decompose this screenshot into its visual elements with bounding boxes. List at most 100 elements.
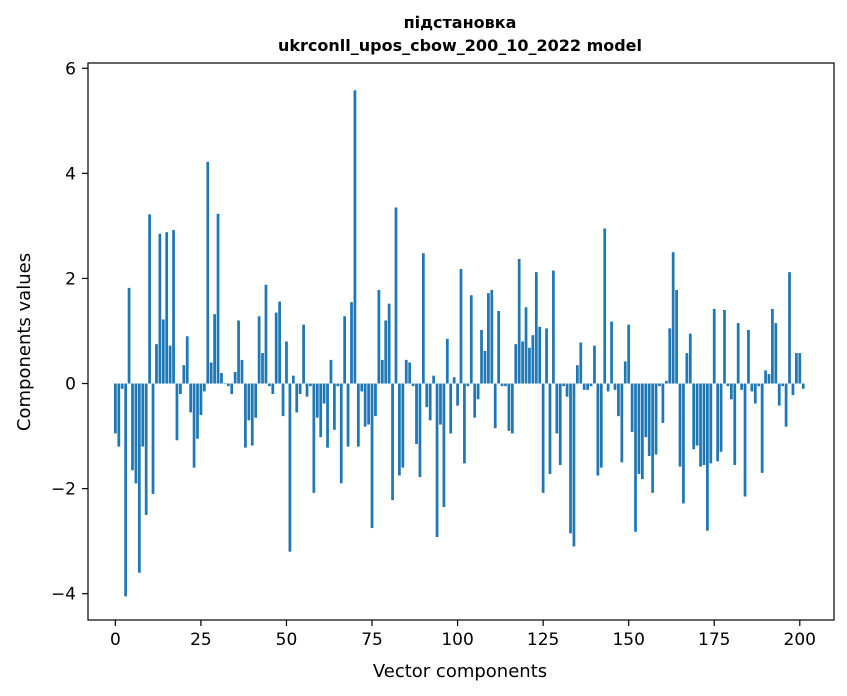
- bar-136: [579, 342, 583, 384]
- bar-46: [271, 383, 275, 395]
- bar-19: [179, 383, 182, 395]
- bar-159: [658, 383, 661, 387]
- bar-157: [651, 383, 654, 493]
- bar-89: [418, 383, 422, 478]
- bar-53: [295, 383, 299, 413]
- bar-45: [268, 383, 271, 387]
- bar-16: [168, 345, 172, 384]
- bar-62: [326, 383, 329, 448]
- bar-196: [784, 383, 788, 427]
- chart-title: підстановка: [404, 13, 517, 32]
- bar-1: [117, 383, 121, 447]
- bar-178: [723, 309, 726, 384]
- x-tick-label: 175: [698, 630, 730, 650]
- bar-149: [623, 361, 627, 384]
- bar-185: [747, 329, 750, 384]
- bar-182: [736, 323, 740, 384]
- bar-72: [360, 383, 364, 392]
- bar-28: [209, 362, 213, 384]
- bar-14: [161, 319, 165, 384]
- bar-129: [555, 383, 559, 434]
- bar-40: [250, 383, 254, 446]
- bar-39: [247, 383, 251, 421]
- bar-3: [124, 383, 128, 597]
- bar-148: [620, 383, 624, 463]
- bar-163: [671, 252, 675, 384]
- bar-21: [185, 336, 189, 384]
- bar-99: [452, 377, 456, 384]
- bar-168: [688, 333, 692, 384]
- bar-176: [716, 383, 720, 462]
- bar-125: [541, 383, 545, 493]
- bar-162: [668, 328, 672, 384]
- bar-140: [593, 345, 596, 384]
- x-tick-label: 100: [441, 630, 473, 650]
- bar-55: [302, 324, 305, 384]
- bar-145: [610, 321, 613, 384]
- bar-83: [398, 383, 401, 476]
- x-tick-label: 25: [190, 630, 212, 650]
- bar-31: [220, 373, 223, 384]
- bar-63: [329, 359, 333, 384]
- bars-group: [114, 90, 805, 597]
- bar-92: [428, 383, 432, 421]
- bar-8: [141, 383, 145, 447]
- bar-5: [131, 383, 134, 471]
- bar-197: [788, 272, 791, 384]
- y-axis-label: Components values: [14, 253, 35, 431]
- bar-97: [445, 338, 449, 384]
- bar-11: [151, 383, 155, 494]
- bar-9: [144, 383, 148, 515]
- bar-75: [370, 383, 374, 529]
- bar-101: [459, 268, 463, 384]
- bar-165: [678, 383, 682, 467]
- bar-167: [685, 353, 689, 384]
- bar-135: [575, 365, 579, 384]
- bar-81: [391, 383, 394, 501]
- bar-131: [562, 383, 566, 387]
- x-axis: 0 25 50 75 100 125 150 175 200: [110, 620, 816, 650]
- bar-64: [333, 383, 336, 430]
- bar-52: [291, 375, 295, 384]
- bar-18: [175, 383, 179, 441]
- bar-27: [206, 161, 210, 384]
- bar-188: [757, 383, 761, 387]
- bar-118: [517, 259, 521, 384]
- bar-115: [507, 383, 511, 431]
- bar-179: [726, 383, 730, 387]
- bar-143: [603, 228, 607, 384]
- bar-171: [699, 383, 702, 467]
- bar-169: [692, 383, 696, 450]
- bar-20: [182, 365, 186, 384]
- bar-161: [664, 380, 668, 384]
- y-tick-label: 6: [65, 59, 76, 79]
- bar-12: [155, 344, 158, 384]
- bar-70: [353, 90, 357, 384]
- bar-33: [226, 383, 230, 387]
- bar-15: [165, 232, 169, 384]
- bar-114: [504, 383, 507, 387]
- bar-174: [709, 383, 713, 464]
- bar-113: [500, 383, 504, 387]
- bar-56: [305, 383, 309, 397]
- bar-0: [114, 383, 117, 434]
- bar-191: [767, 374, 771, 384]
- bar-66: [339, 383, 343, 484]
- bar-144: [606, 383, 610, 392]
- bar-150: [627, 324, 631, 384]
- bar-127: [548, 383, 552, 474]
- bar-86: [408, 362, 412, 384]
- bar-88: [415, 383, 418, 444]
- bar-61: [322, 383, 326, 404]
- bar-67: [343, 316, 347, 384]
- bar-106: [476, 383, 480, 400]
- bar-94: [435, 383, 439, 537]
- bar-32: [223, 383, 227, 385]
- bar-22: [189, 383, 193, 413]
- bar-172: [702, 383, 706, 465]
- bar-2: [120, 383, 124, 389]
- y-axis: −4 −2 0 2 4 6: [51, 59, 88, 605]
- bar-95: [439, 383, 442, 425]
- bar-30: [216, 213, 220, 384]
